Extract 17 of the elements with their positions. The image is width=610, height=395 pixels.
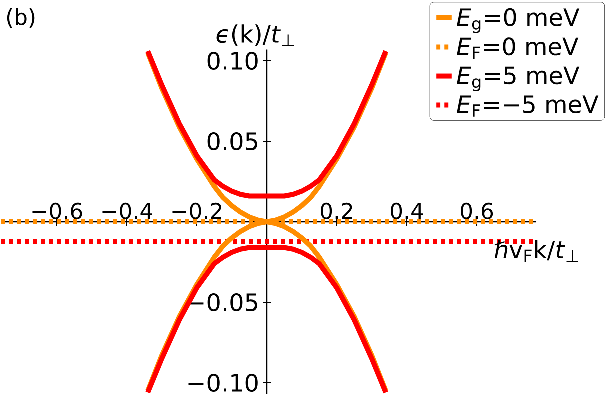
- y-tick-label: 0.05: [208, 132, 258, 151]
- legend-label: E$_{F}$=−5 meV: [457, 96, 599, 117]
- x-tick-label: 0.4: [391, 202, 424, 220]
- x-tick-label: −0.6: [32, 202, 82, 220]
- legend-label: E$_{F}$=0 meV: [457, 38, 579, 60]
- legend-label: E$_{g}$=0 meV: [457, 8, 580, 34]
- legend-label: E$_{g}$=5 meV: [457, 66, 580, 92]
- x-tick-label: −0.4: [102, 202, 152, 220]
- y-axis-title: ϵ(k)/t$_{⊥}$: [216, 24, 294, 47]
- x-tick-label: 0.6: [461, 202, 494, 220]
- x-axis-title: ℏv$_{F}$k/t$_{⊥}$: [494, 240, 578, 262]
- x-tick-label: −0.2: [172, 202, 222, 220]
- x-tick-label: 0.2: [321, 202, 352, 220]
- y-tick-label: 0.10: [208, 52, 258, 70]
- y-tick-label: −0.10: [188, 374, 258, 392]
- y-tick-label: −0.05: [188, 293, 258, 312]
- text: (b): [7, 8, 35, 28]
